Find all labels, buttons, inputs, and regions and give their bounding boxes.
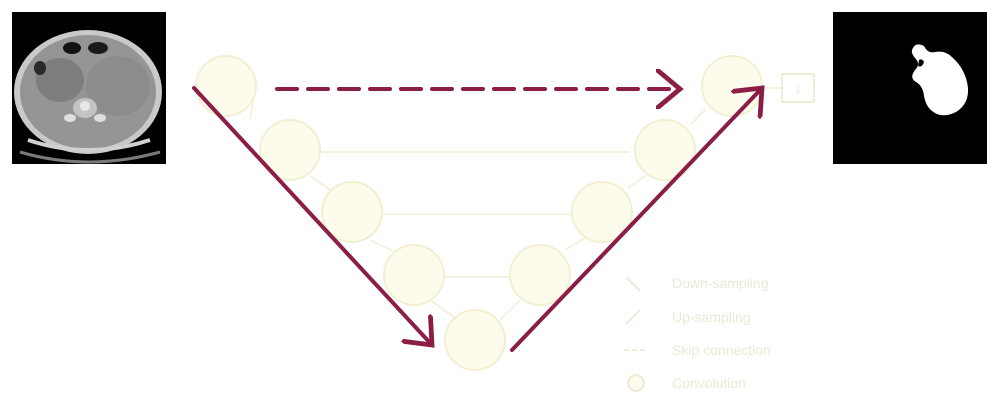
legend-label: Convolution bbox=[672, 375, 746, 391]
conv-node bbox=[701, 55, 763, 117]
main-arrows bbox=[192, 86, 762, 352]
down-sampling-arrow bbox=[192, 86, 432, 345]
legend-item-down-sampling: Down-sampling bbox=[625, 275, 768, 292]
up-arrow-icon bbox=[625, 309, 641, 325]
ct-scan-image bbox=[12, 12, 166, 164]
legend-item-skip-connection: Skip connection bbox=[624, 342, 771, 358]
conv-node bbox=[444, 309, 506, 371]
legend-item-convolution: Convolution bbox=[627, 374, 746, 392]
legend-label: Up-sampling bbox=[672, 309, 751, 325]
conv-node bbox=[509, 244, 571, 306]
conv-node bbox=[571, 181, 633, 243]
output-box-label: 1 bbox=[795, 84, 801, 96]
output-box: 1 bbox=[781, 73, 815, 103]
segmentation-mask-image bbox=[833, 12, 987, 164]
legend: Down-sampling Up-sampling Skip connectio… bbox=[624, 275, 771, 392]
down-arrow-icon bbox=[625, 276, 641, 292]
conv-node bbox=[259, 119, 321, 181]
legend-label: Down-sampling bbox=[672, 275, 768, 291]
faint-skip-lines bbox=[249, 87, 782, 321]
up-sampling-arrow bbox=[510, 88, 762, 352]
conv-nodes bbox=[195, 55, 763, 371]
legend-label: Skip connection bbox=[672, 342, 771, 358]
conv-node bbox=[195, 55, 257, 117]
circle-icon bbox=[627, 374, 645, 392]
conv-node bbox=[383, 244, 445, 306]
conv-node bbox=[634, 119, 696, 181]
legend-item-up-sampling: Up-sampling bbox=[625, 309, 751, 325]
conv-node bbox=[321, 181, 383, 243]
